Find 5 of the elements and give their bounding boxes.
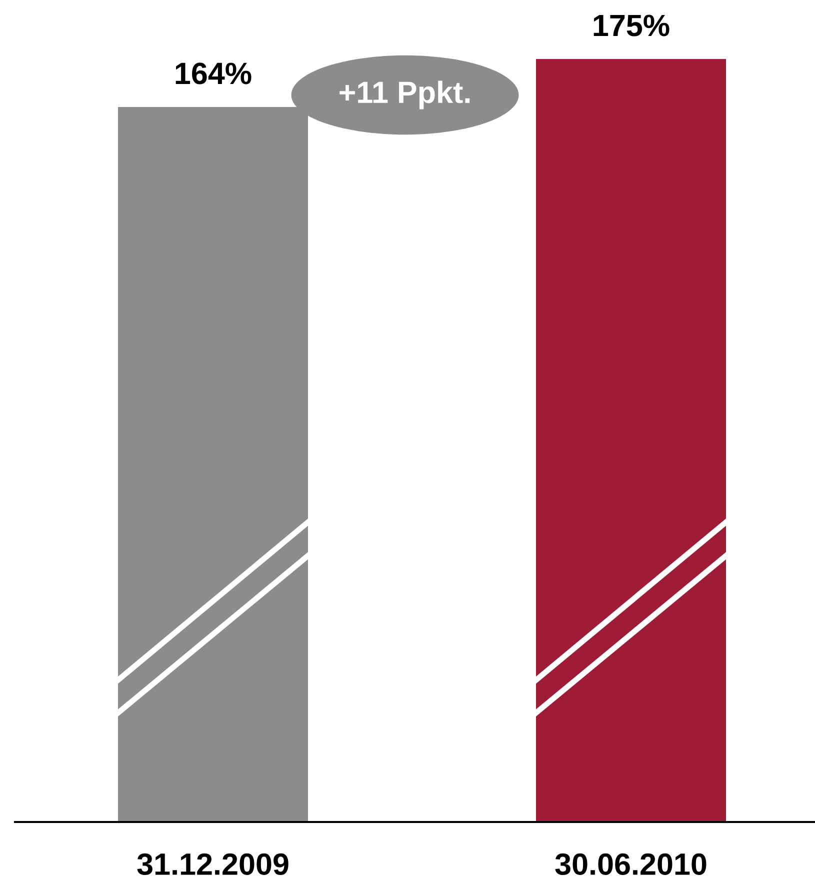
annotation: +11 Ppkt. bbox=[340, 80, 470, 110]
x-tick-label: 31.12.2009 bbox=[137, 853, 288, 876]
data-label: 164% bbox=[176, 62, 252, 84]
x-tick-label: 30.06.2010 bbox=[555, 853, 706, 876]
data-label: 175% bbox=[594, 14, 670, 36]
